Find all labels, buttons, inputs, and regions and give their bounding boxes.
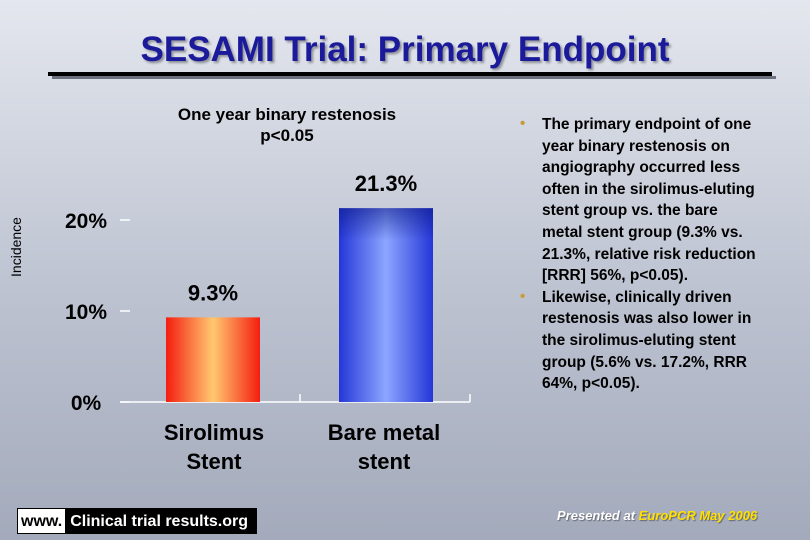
y-tick-label: 10% <box>65 301 107 324</box>
x-category-label-line2: stent <box>358 449 411 474</box>
chart-bars <box>166 208 433 402</box>
bullet-dot-icon: • <box>520 115 526 132</box>
footer-site-link[interactable]: www. Clinical trial results.org <box>17 508 258 534</box>
presented-event: EuroPCR May 2006 <box>638 508 758 523</box>
bullet-primary-endpoint: • The primary endpoint of one year binar… <box>520 114 760 287</box>
restenosis-chart: One year binary restenosis p<0.05 Incide… <box>8 105 471 474</box>
y-tick-label: 20% <box>65 210 107 233</box>
title-rule-shadow <box>52 76 776 79</box>
footer-url-prefix: www. <box>18 509 66 533</box>
summary-bullets: • The primary endpoint of one year binar… <box>520 114 760 395</box>
bar-value-label: 9.3% <box>188 280 238 305</box>
bullet-text: The primary endpoint of one year binary … <box>542 116 756 285</box>
presented-at-note: Presented at EuroPCR May 2006 <box>557 508 757 523</box>
chart-subtitle: p<0.05 <box>260 126 313 145</box>
bar-value-label: 21.3% <box>355 171 417 196</box>
footer-url-main: Clinical trial results.org <box>65 509 257 533</box>
bullet-clinical-restenosis: • Likewise, clinically driven restenosis… <box>520 287 760 395</box>
bar <box>339 208 433 402</box>
chart-title: One year binary restenosis <box>178 105 396 124</box>
y-axis-label: Incidence <box>8 217 24 277</box>
slide-title: SESAMI Trial: Primary Endpoint <box>140 30 670 69</box>
bullet-dot-icon: • <box>520 287 526 305</box>
bar-top-shade <box>339 208 433 241</box>
bullet-text: Likewise, clinically driven restenosis w… <box>542 288 752 393</box>
x-category-label-line2: Stent <box>187 449 243 474</box>
x-category-label-line1: Sirolimus <box>164 420 264 445</box>
presented-prefix: Presented at <box>557 508 639 523</box>
bar <box>166 317 260 402</box>
y-tick-label: 0% <box>71 392 102 415</box>
chart-labels: 9.3% 21.3% Sirolimus Stent Bare metal stent <box>164 171 440 474</box>
x-category-label-line1: Bare metal <box>328 420 441 445</box>
title-rule <box>48 72 772 76</box>
